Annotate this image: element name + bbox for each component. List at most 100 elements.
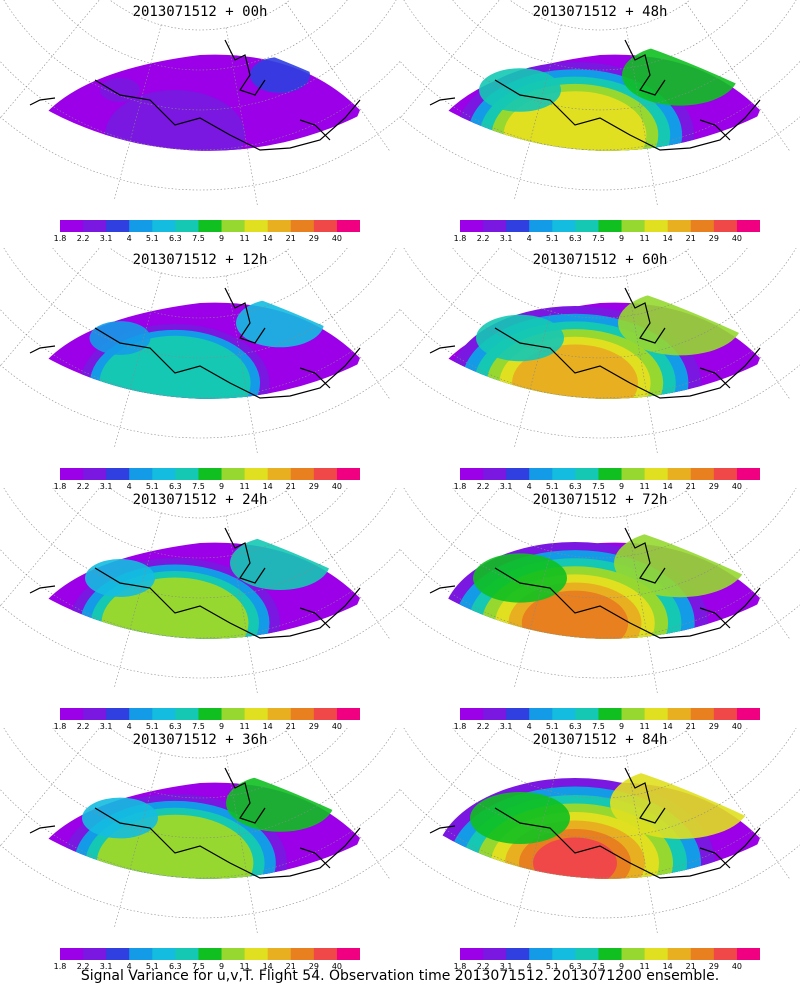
colorbar: [60, 708, 360, 720]
colorbar-swatch: [575, 220, 599, 232]
colorbar-tick-label: 4: [526, 962, 532, 971]
colorbar-tick-label: 14: [262, 962, 273, 971]
colorbar-tick-label: 40: [731, 234, 743, 243]
colorbar-swatch: [506, 468, 530, 480]
colorbar-swatch: [736, 468, 760, 480]
panel-title: 2013071512 + 48h: [532, 4, 668, 20]
colorbar-tick-label: 14: [662, 482, 673, 491]
colorbar-tick-label: 6.3: [569, 234, 582, 243]
colorbar-swatch: [552, 948, 576, 960]
colorbar-tick-label: 9: [618, 962, 625, 971]
colorbar-swatch: [529, 468, 553, 480]
colorbar-swatch: [313, 948, 338, 960]
colorbar-tick-label: 11: [639, 722, 650, 731]
panel-title: 2013071512 + 12h: [132, 252, 268, 268]
colorbar-labels: 1.8 2.2 3.1 4 5.1 6.3 7.5 9 11 14 21 29 40: [444, 722, 776, 732]
colorbar-tick-label: 7.5: [592, 722, 605, 731]
figure-caption: Signal Variance for u,v,T. Flight 54. Ob…: [80, 968, 720, 984]
variance-contour: [99, 335, 251, 399]
colorbar: [460, 468, 760, 480]
colorbar: [60, 468, 360, 480]
colorbar-swatch: [506, 220, 530, 232]
colorbar-swatch: [690, 220, 715, 232]
map-panel: 2013071512 + 84h 1.8 2.2 3.1 4 5.1 6.3 7.5 9 11 14…: [400, 728, 800, 976]
colorbar-tick-label: 6.3: [169, 234, 182, 243]
colorbar-swatch: [575, 948, 599, 960]
colorbar-tick-label: 6.3: [169, 722, 182, 731]
colorbar-tick-label: 14: [262, 722, 273, 731]
colorbar-swatch: [244, 468, 269, 480]
colorbar-swatch: [313, 708, 338, 720]
colorbar-tick-label: 21: [285, 482, 296, 491]
colorbar-tick-label: 21: [685, 722, 696, 731]
colorbar-tick-label: 4: [526, 234, 532, 243]
colorbar-swatch: [336, 948, 360, 960]
colorbar-swatch: [313, 220, 338, 232]
variance-contour: [503, 91, 647, 151]
colorbar-tick-label: 9: [218, 482, 225, 491]
colorbar-swatch: [290, 708, 315, 720]
colorbar-tick-label: 6.3: [169, 482, 182, 491]
colorbar-tick-label: 5.1: [545, 962, 559, 971]
colorbar-tick-label: 2.2: [76, 722, 90, 731]
colorbar-swatch: [667, 708, 692, 720]
variance-contour: [476, 314, 564, 362]
graticule: [400, 248, 800, 454]
colorbar-swatch: [152, 708, 176, 720]
colorbar-tick-label: 6.3: [169, 962, 182, 971]
colorbar-tick-label: 2.2: [76, 234, 90, 243]
colorbar-swatch: [244, 708, 269, 720]
colorbar-swatch: [221, 220, 246, 232]
colorbar-swatch: [60, 948, 84, 960]
variance-field: [22, 276, 370, 399]
colorbar-tick-label: 3.1: [499, 482, 513, 491]
colorbar-tick-label: 6.3: [569, 482, 582, 491]
map-panel: 2013071512 + 72h 1.8 2.2 3.1 4 5.1 6.3 7.5 9 11 14…: [400, 488, 800, 736]
colorbar-tick-label: 9: [218, 722, 225, 731]
colorbar: [460, 708, 760, 720]
colorbar-swatch: [290, 220, 315, 232]
colorbar-tick-label: 3.1: [99, 482, 113, 491]
colorbar-tick-label: 40: [731, 962, 743, 971]
colorbar-labels: 1.8 2.2 3.1 4 5.1 6.3 7.5 9 11 14 21 29 40: [444, 234, 776, 244]
colorbar-tick-label: 7.5: [592, 482, 605, 491]
colorbar-swatch: [713, 220, 738, 232]
colorbar-swatch: [460, 708, 484, 720]
colorbar-swatch: [690, 708, 715, 720]
colorbar-swatch: [667, 468, 692, 480]
colorbar-tick-label: 1.8: [53, 722, 67, 731]
colorbar-tick-label: 29: [708, 722, 719, 731]
panel-title: 2013071512 + 84h: [532, 732, 668, 748]
map-plot: [400, 728, 800, 934]
graticule: [400, 0, 800, 206]
map-panel: 2013071512 + 00h 1.8 2.2 3.1 4 5.1 6.3 7.5 9 11 14…: [0, 0, 400, 248]
variance-contour: [479, 68, 561, 112]
colorbar-swatch: [506, 708, 530, 720]
colorbar-swatch: [713, 948, 738, 960]
variance-contour: [236, 298, 324, 348]
colorbar-tick-label: 29: [708, 234, 719, 243]
colorbar-tick-label: 21: [285, 962, 296, 971]
colorbar-swatch: [736, 708, 760, 720]
colorbar-tick-label: 40: [331, 482, 343, 491]
colorbar-swatch: [575, 708, 599, 720]
colorbar-swatch: [198, 220, 223, 232]
colorbar-swatch: [644, 468, 669, 480]
colorbar-tick-label: 14: [662, 722, 673, 731]
map-plot: [0, 0, 400, 206]
colorbar-tick-label: 29: [708, 482, 719, 491]
colorbar-swatch: [198, 948, 223, 960]
colorbar-swatch: [106, 220, 130, 232]
colorbar-tick-label: 2.2: [76, 962, 90, 971]
variance-field: [22, 28, 370, 151]
colorbar-swatch: [336, 468, 360, 480]
colorbar-tick-label: 1.8: [53, 482, 67, 491]
colorbar-swatch: [175, 468, 199, 480]
colorbar-tick-label: 4: [126, 482, 132, 491]
graticule: [0, 488, 400, 694]
colorbar-swatch: [598, 220, 623, 232]
variance-field: [422, 28, 770, 151]
colorbar: [460, 948, 760, 960]
colorbar-swatch: [106, 708, 130, 720]
colorbar-swatch: [690, 948, 715, 960]
